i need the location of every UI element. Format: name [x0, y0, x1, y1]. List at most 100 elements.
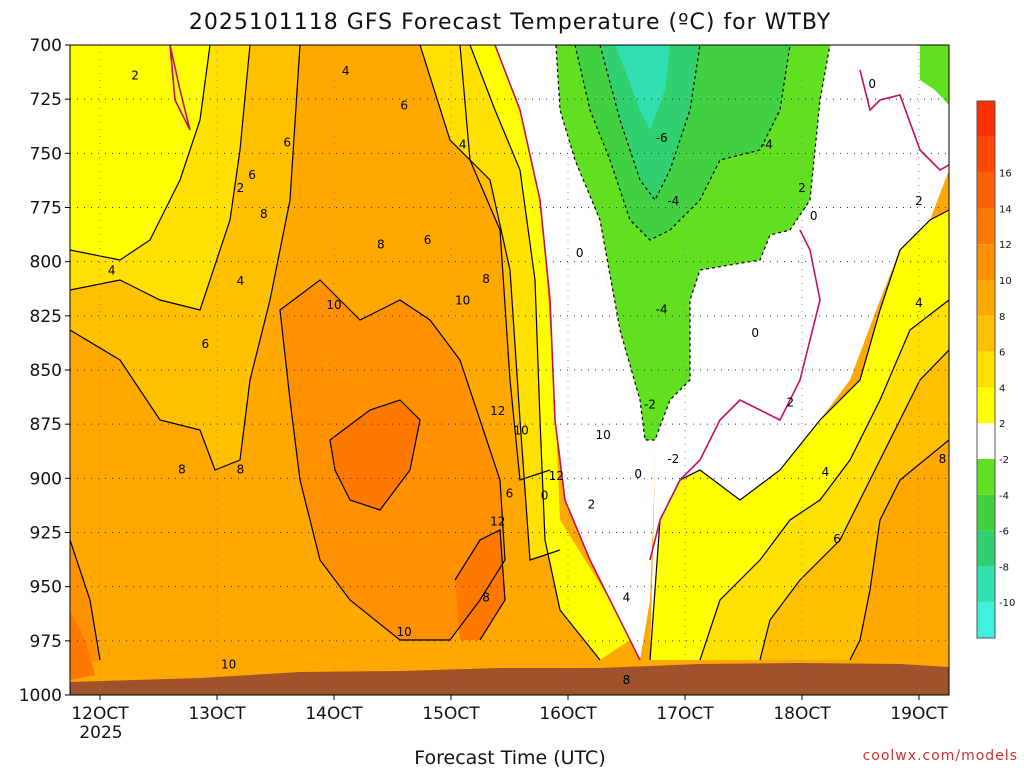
colorbar-swatch — [977, 566, 995, 603]
chart-title: 2025101118 GFS Forecast Temperature (ºC)… — [189, 10, 831, 35]
x-tick-label: 16OCT — [539, 704, 597, 724]
colorbar-swatch — [977, 172, 995, 209]
contour-label: 2 — [915, 194, 923, 208]
contour-label: 8 — [377, 237, 385, 251]
contour-label: -2 — [644, 398, 656, 412]
colorbar-tick-label: -8 — [999, 562, 1009, 573]
contour-lines — [70, 45, 949, 661]
y-tick-label: 925 — [30, 524, 62, 544]
colorbar: -10 -8 -6 -4 -2 2 4 6 8 10 12 14 16 — [976, 100, 1015, 639]
band-8-to-10-right — [850, 440, 949, 660]
contour-line — [329, 399, 421, 511]
credit-link[interactable]: coolwx.com/models — [863, 748, 1018, 764]
contour-label: -6 — [656, 131, 668, 145]
contour-label: 8 — [939, 452, 947, 466]
colorbar-swatch — [977, 459, 995, 495]
contour-label: 2 — [786, 396, 794, 410]
colorbar-swatch — [977, 494, 995, 531]
x-tick-label: 19OCT — [890, 704, 948, 724]
contour-label: 4 — [237, 274, 245, 288]
contour-label: 12 — [549, 469, 564, 483]
contour-label: 2 — [237, 181, 245, 195]
x-tick-label: 14OCT — [305, 704, 363, 724]
x-tick-label: 17OCT — [656, 704, 714, 724]
y-tick-label: 875 — [30, 415, 62, 435]
contour-label: 12 — [490, 404, 505, 418]
colorbar-swatch — [977, 136, 995, 173]
y-tick-label: 725 — [30, 90, 62, 110]
band-near-zero-cold — [495, 45, 655, 660]
x-axis-year-label: 2025 — [79, 723, 122, 743]
contour-line — [574, 45, 791, 241]
contour-label: 0 — [868, 77, 876, 91]
zero-isotherm-lines — [169, 45, 949, 661]
colorbar-tick-label: 12 — [999, 240, 1012, 251]
contour-line — [759, 349, 949, 661]
contour-label: -4 — [761, 138, 773, 152]
contour-label: 10 — [397, 625, 412, 639]
zero-isotherm-line — [649, 229, 821, 561]
colorbar-swatch — [977, 244, 995, 280]
colorbar-tick-label: 2 — [999, 419, 1005, 430]
contour-label: 8 — [482, 272, 490, 286]
contour-label: 2 — [588, 497, 596, 511]
y-tick-label: 800 — [30, 253, 62, 273]
contour-line — [279, 279, 506, 641]
colorbar-swatch — [977, 101, 995, 137]
colorbar-swatch — [977, 351, 995, 388]
contour-label: 6 — [400, 99, 408, 113]
zero-isotherm-line — [494, 45, 641, 661]
zero-isotherm-line — [859, 69, 949, 171]
band-12-to-14-low — [455, 530, 505, 640]
y-tick-label: 750 — [30, 144, 62, 164]
contour-label: 6 — [506, 487, 514, 501]
colorbar-swatch — [977, 208, 995, 245]
contour-label: 8 — [237, 463, 245, 477]
contour-line — [70, 45, 211, 261]
contour-label: -4 — [656, 302, 668, 316]
contour-line — [70, 45, 251, 311]
zero-isotherm-line — [169, 45, 191, 131]
contour-label: 6 — [424, 233, 432, 247]
contour-label: 10 — [455, 294, 470, 308]
contour-label: 6 — [833, 532, 841, 546]
colorbar-tick-label: -4 — [999, 491, 1009, 502]
x-tick-label: 13OCT — [188, 704, 246, 724]
contour-label: 10 — [514, 424, 529, 438]
contour-label: 10 — [221, 658, 236, 672]
contour-label: 4 — [108, 263, 116, 277]
contour-label: 10 — [326, 298, 341, 312]
y-tick-label: 1000 — [19, 686, 62, 706]
x-tick-label: 15OCT — [422, 704, 480, 724]
contour-label: 0 — [751, 326, 759, 340]
contour-line — [555, 45, 831, 441]
y-axis: 700 725 750 775 800 825 850 875 900 925 950 975 1000 — [19, 36, 70, 706]
y-tick-label: 700 — [30, 36, 62, 56]
contour-line — [419, 45, 561, 561]
contour-label: 8 — [623, 673, 631, 687]
contour-line — [699, 299, 949, 661]
colorbar-swatch — [977, 423, 995, 459]
contour-line — [70, 539, 101, 661]
band-minus8-to-minus10 — [615, 45, 670, 130]
colorbar-swatch — [977, 602, 995, 638]
contour-label: 12 — [490, 515, 505, 529]
contour-label: 4 — [915, 296, 923, 310]
contour-label: 4 — [623, 591, 631, 605]
contour-label: 0 — [576, 246, 584, 260]
contour-label: 10 — [595, 428, 610, 442]
contour-label: -2 — [667, 452, 679, 466]
colorbar-tick-label: -6 — [999, 527, 1009, 538]
colorbar-tick-label: 16 — [999, 169, 1012, 180]
contour-label: 8 — [178, 463, 186, 477]
y-tick-label: 775 — [30, 199, 62, 219]
contour-line — [70, 45, 301, 471]
contour-label: 6 — [201, 337, 209, 351]
contour-line — [454, 529, 506, 641]
x-tick-label: 18OCT — [773, 704, 831, 724]
y-tick-label: 825 — [30, 307, 62, 327]
colorbar-tick-label: 14 — [999, 204, 1012, 215]
colorbar-swatch — [977, 315, 995, 352]
contour-label: 4 — [342, 64, 350, 78]
